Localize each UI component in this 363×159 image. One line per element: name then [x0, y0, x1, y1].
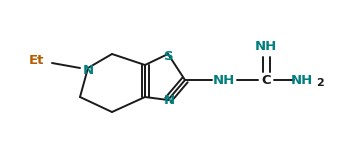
Text: NH: NH: [291, 73, 313, 86]
Text: NH: NH: [213, 73, 235, 86]
Text: S: S: [164, 49, 174, 62]
Text: C: C: [261, 73, 271, 86]
Text: NH: NH: [255, 41, 277, 53]
Text: N: N: [163, 94, 175, 107]
Text: N: N: [82, 65, 94, 77]
Text: Et: Et: [28, 53, 44, 66]
Text: 2: 2: [316, 78, 324, 88]
